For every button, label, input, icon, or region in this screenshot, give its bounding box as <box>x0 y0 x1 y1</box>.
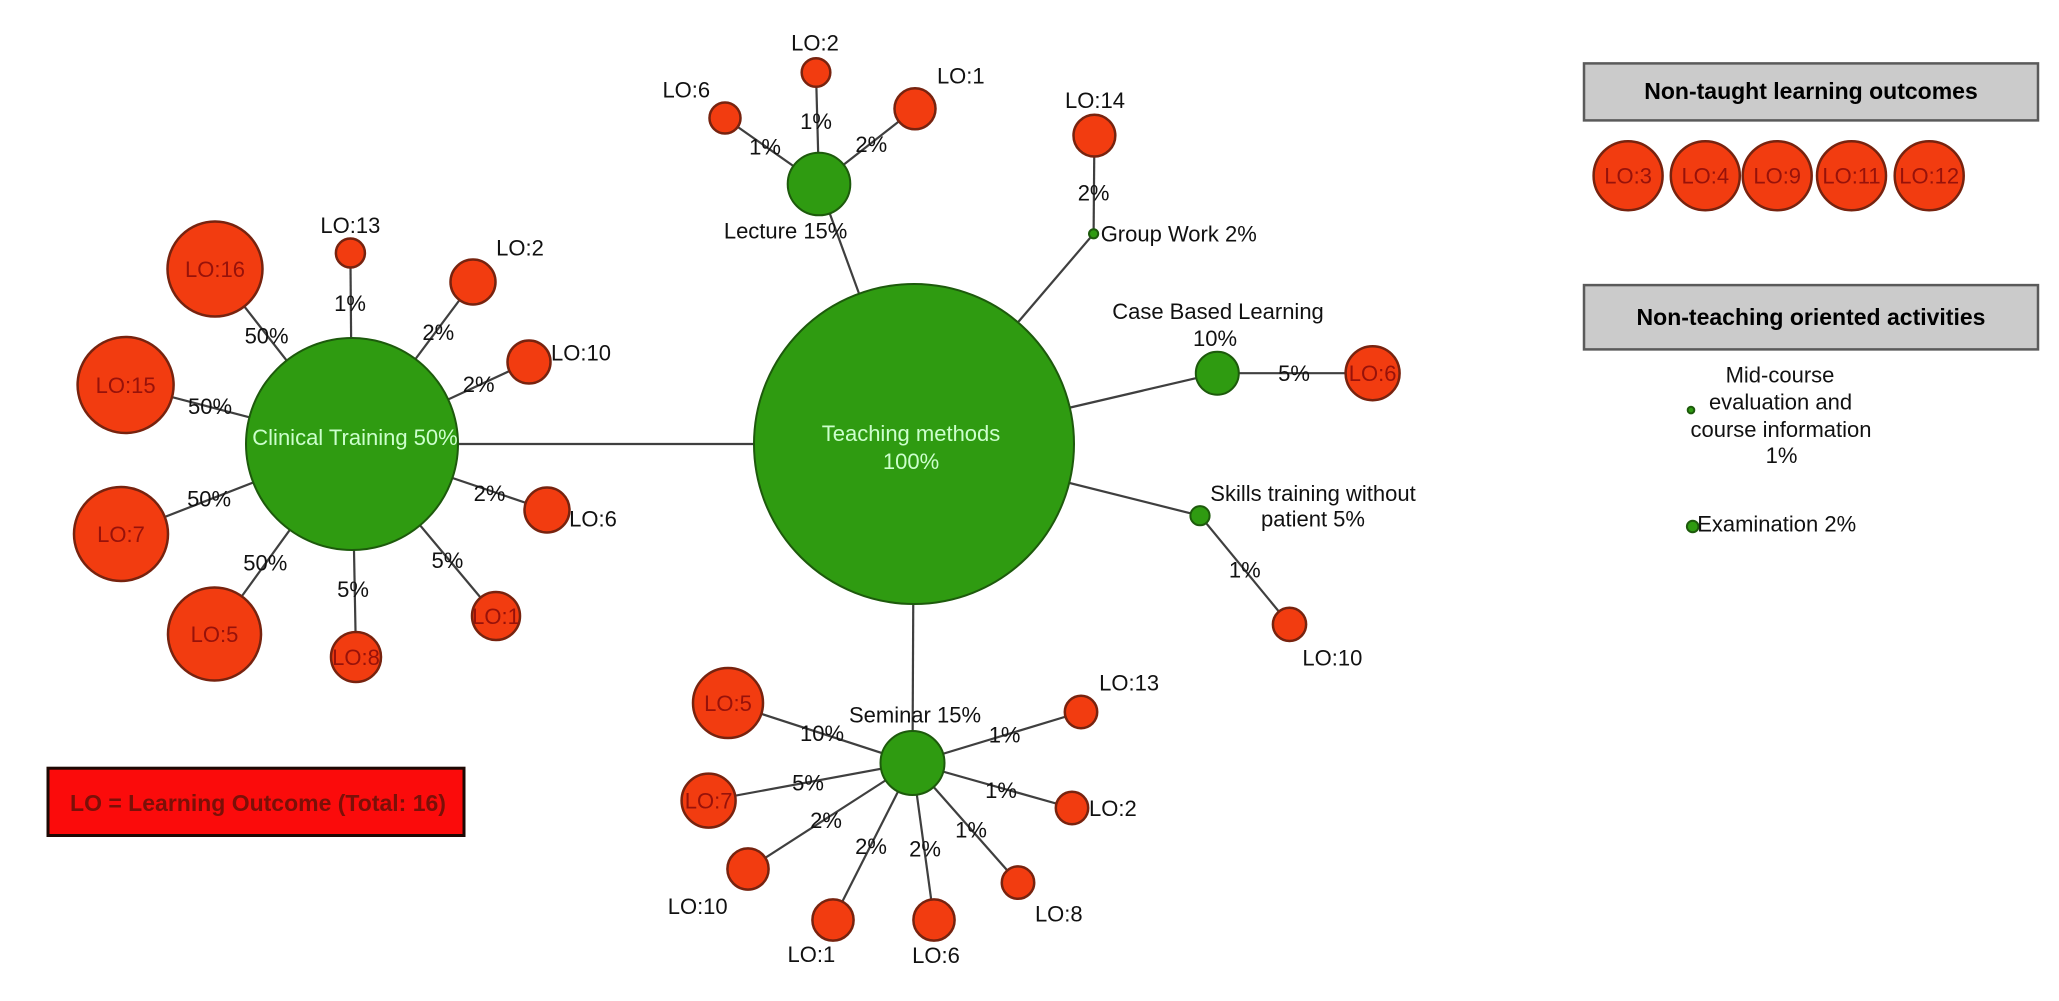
svg-text:LO:10: LO:10 <box>1302 646 1362 671</box>
svg-text:LO:7: LO:7 <box>685 789 733 814</box>
svg-text:2%: 2% <box>810 808 842 833</box>
svg-text:LO:14: LO:14 <box>1065 88 1125 113</box>
svg-text:50%: 50% <box>188 394 232 419</box>
svg-text:5%: 5% <box>1278 361 1310 386</box>
svg-text:LO:2: LO:2 <box>496 235 544 260</box>
svg-text:Teaching methods: Teaching methods <box>822 421 1001 446</box>
svg-text:LO = Learning Outcome (Total:: LO = Learning Outcome (Total: 16) <box>70 790 446 816</box>
svg-text:LO:9: LO:9 <box>1753 164 1801 189</box>
svg-text:10%: 10% <box>1193 326 1237 351</box>
svg-text:100%: 100% <box>883 449 939 474</box>
svg-text:LO:4: LO:4 <box>1681 164 1729 189</box>
svg-text:LO:6: LO:6 <box>569 507 617 532</box>
svg-text:patient 5%: patient 5% <box>1261 506 1365 531</box>
svg-text:LO:2: LO:2 <box>1089 796 1137 821</box>
svg-text:LO:6: LO:6 <box>662 78 710 103</box>
svg-text:50%: 50% <box>245 324 289 349</box>
svg-text:LO:10: LO:10 <box>551 341 611 366</box>
svg-text:Mid-course: Mid-course <box>1726 362 1835 387</box>
svg-text:5%: 5% <box>337 577 369 602</box>
svg-text:2%: 2% <box>855 834 887 859</box>
svg-text:LO:13: LO:13 <box>1099 671 1159 696</box>
svg-text:LO:10: LO:10 <box>668 894 728 919</box>
svg-text:2%: 2% <box>422 320 454 345</box>
svg-text:2%: 2% <box>463 372 495 397</box>
svg-text:1%: 1% <box>985 778 1017 803</box>
svg-text:Non-teaching oriented activiti: Non-teaching oriented activities <box>1637 304 1986 330</box>
svg-text:course information: course information <box>1691 417 1872 442</box>
svg-text:1%: 1% <box>800 109 832 134</box>
svg-text:1%: 1% <box>749 134 781 159</box>
svg-text:Skills training without: Skills training without <box>1210 481 1415 506</box>
svg-text:50%: 50% <box>187 487 231 512</box>
svg-text:Lecture 15%: Lecture 15% <box>724 219 848 244</box>
svg-text:LO:12: LO:12 <box>1899 164 1959 189</box>
svg-text:Clinical Training 50%: Clinical Training 50% <box>252 425 457 450</box>
svg-text:1%: 1% <box>1229 557 1261 582</box>
svg-text:LO:5: LO:5 <box>704 691 752 716</box>
svg-text:2%: 2% <box>474 481 506 506</box>
svg-text:LO:1: LO:1 <box>472 604 520 629</box>
svg-text:LO:2: LO:2 <box>791 31 839 56</box>
svg-text:2%: 2% <box>909 837 941 862</box>
svg-text:1%: 1% <box>1766 443 1798 468</box>
svg-text:LO:1: LO:1 <box>788 942 836 967</box>
svg-text:evaluation and: evaluation and <box>1709 390 1852 415</box>
svg-text:2%: 2% <box>855 132 887 157</box>
svg-text:5%: 5% <box>432 548 464 573</box>
svg-text:1%: 1% <box>955 818 987 843</box>
svg-text:Group Work 2%: Group Work 2% <box>1101 222 1257 247</box>
svg-text:LO:11: LO:11 <box>1822 164 1880 189</box>
svg-text:10%: 10% <box>800 721 844 746</box>
svg-text:LO:8: LO:8 <box>1035 902 1083 927</box>
svg-text:LO:6: LO:6 <box>912 943 960 968</box>
svg-text:LO:16: LO:16 <box>185 257 245 282</box>
svg-text:Case Based Learning: Case Based Learning <box>1112 299 1324 324</box>
svg-text:2%: 2% <box>1078 180 1110 205</box>
svg-text:1%: 1% <box>989 723 1021 748</box>
svg-text:LO:8: LO:8 <box>332 645 380 670</box>
svg-text:Seminar 15%: Seminar 15% <box>849 703 981 728</box>
svg-text:LO:13: LO:13 <box>320 213 380 238</box>
svg-text:LO:7: LO:7 <box>97 522 145 547</box>
svg-text:Examination 2%: Examination 2% <box>1697 511 1856 536</box>
svg-text:LO:6: LO:6 <box>1349 361 1397 386</box>
svg-text:LO:15: LO:15 <box>96 373 156 398</box>
svg-text:5%: 5% <box>792 771 824 796</box>
svg-text:LO:1: LO:1 <box>937 64 985 89</box>
svg-text:50%: 50% <box>243 550 287 575</box>
svg-text:LO:3: LO:3 <box>1604 164 1652 189</box>
svg-text:Non-taught learning outcomes: Non-taught learning outcomes <box>1644 78 1978 104</box>
svg-text:1%: 1% <box>334 291 366 316</box>
svg-text:LO:5: LO:5 <box>191 622 239 647</box>
